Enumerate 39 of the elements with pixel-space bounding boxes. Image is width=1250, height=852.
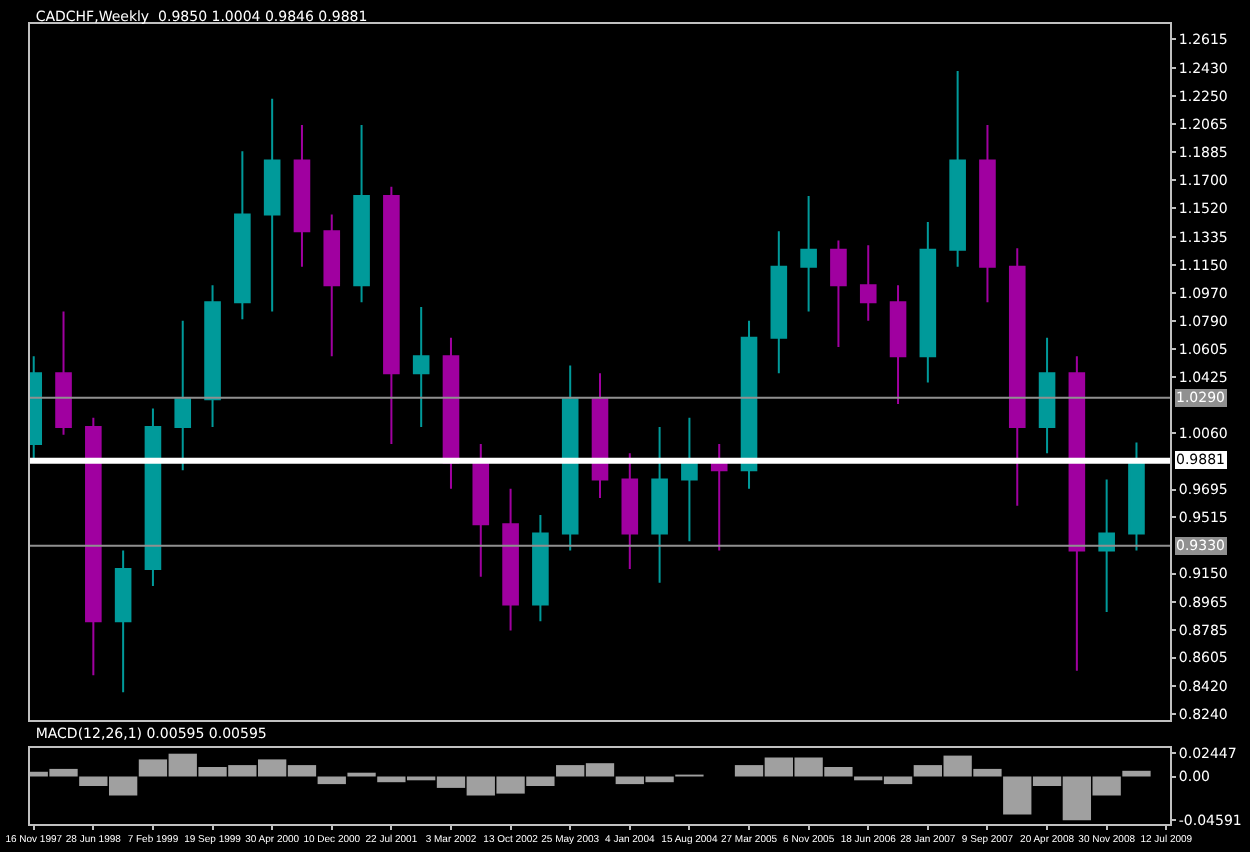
- candlestick: [472, 443, 490, 578]
- candlestick: [889, 284, 907, 405]
- candlestick: [770, 230, 788, 375]
- candlestick: [740, 319, 758, 490]
- candlestick: [1128, 441, 1145, 552]
- candlestick: [85, 416, 102, 677]
- candlestick: [383, 185, 400, 446]
- candlestick: [621, 452, 639, 570]
- candlestick: [502, 487, 519, 632]
- bar: [1122, 770, 1151, 777]
- candlestick: [114, 549, 132, 694]
- candlestick: [293, 123, 311, 268]
- candlestick: [174, 319, 192, 472]
- candlestick: [800, 194, 817, 313]
- candlestick: [859, 244, 877, 322]
- candlestick: [1038, 336, 1056, 455]
- candlestick: [55, 310, 72, 436]
- candlestick: [412, 305, 430, 429]
- candlestick: [323, 213, 341, 358]
- candlestick: [830, 239, 847, 348]
- candlestick: [949, 70, 966, 268]
- candlestick: [144, 407, 162, 587]
- candlestick: [1008, 247, 1026, 507]
- candlestick: [651, 426, 668, 584]
- candlestick: [234, 150, 251, 321]
- candlestick: [1068, 355, 1086, 672]
- candlestick: [681, 416, 698, 543]
- candlestick: [710, 443, 728, 552]
- candlestick: [979, 123, 996, 304]
- candlestick: [353, 123, 370, 304]
- candlestick: [1098, 478, 1115, 614]
- candlestick: [591, 372, 609, 500]
- candlestick: [561, 364, 579, 552]
- candlestick: [204, 284, 221, 429]
- candlestick: [532, 513, 549, 623]
- candlestick: [442, 336, 460, 490]
- bar: [317, 776, 346, 785]
- candlestick: [919, 221, 937, 384]
- candlestick: [263, 97, 281, 313]
